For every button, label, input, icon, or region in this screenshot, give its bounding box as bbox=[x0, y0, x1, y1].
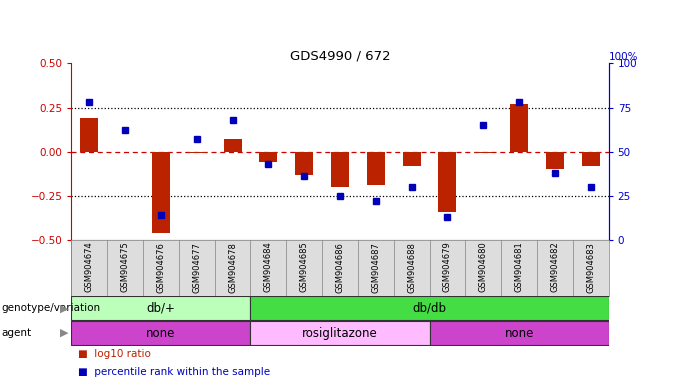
Text: 100%: 100% bbox=[609, 51, 638, 61]
Bar bbox=[224, 139, 241, 152]
Bar bbox=[250, 296, 609, 320]
Bar bbox=[331, 152, 349, 187]
Text: GSM904681: GSM904681 bbox=[515, 242, 524, 293]
Bar bbox=[152, 152, 170, 233]
Text: GSM904674: GSM904674 bbox=[85, 242, 94, 293]
Bar bbox=[188, 152, 205, 154]
Text: GSM904676: GSM904676 bbox=[156, 242, 165, 293]
Bar bbox=[475, 152, 492, 154]
Bar bbox=[546, 152, 564, 169]
Text: GSM904678: GSM904678 bbox=[228, 242, 237, 293]
Bar bbox=[71, 321, 250, 345]
Text: GSM904686: GSM904686 bbox=[335, 242, 345, 293]
Bar bbox=[71, 296, 250, 320]
Text: ▶: ▶ bbox=[60, 328, 68, 338]
Text: GSM904683: GSM904683 bbox=[586, 242, 595, 293]
Text: GSM904682: GSM904682 bbox=[550, 242, 560, 293]
Text: GSM904687: GSM904687 bbox=[371, 242, 380, 293]
Text: GSM904685: GSM904685 bbox=[300, 242, 309, 293]
Bar bbox=[403, 152, 420, 166]
Bar bbox=[439, 152, 456, 212]
Text: GSM904680: GSM904680 bbox=[479, 242, 488, 293]
Text: db/db: db/db bbox=[413, 302, 447, 314]
Text: none: none bbox=[146, 327, 175, 339]
Text: ▶: ▶ bbox=[60, 303, 68, 313]
Text: rosiglitazone: rosiglitazone bbox=[302, 327, 378, 339]
Bar bbox=[582, 152, 600, 166]
Bar bbox=[250, 321, 430, 345]
Text: none: none bbox=[505, 327, 534, 339]
Bar bbox=[295, 152, 313, 175]
Text: agent: agent bbox=[1, 328, 31, 338]
Text: GSM904688: GSM904688 bbox=[407, 242, 416, 293]
Title: GDS4990 / 672: GDS4990 / 672 bbox=[290, 49, 390, 62]
Bar bbox=[260, 152, 277, 162]
Text: ■  percentile rank within the sample: ■ percentile rank within the sample bbox=[78, 366, 271, 377]
Text: GSM904679: GSM904679 bbox=[443, 242, 452, 293]
Bar bbox=[430, 321, 609, 345]
Text: ■  log10 ratio: ■ log10 ratio bbox=[78, 349, 151, 359]
Text: GSM904675: GSM904675 bbox=[120, 242, 130, 293]
Bar bbox=[80, 118, 98, 152]
Text: GSM904677: GSM904677 bbox=[192, 242, 201, 293]
Text: GSM904684: GSM904684 bbox=[264, 242, 273, 293]
Bar bbox=[510, 104, 528, 152]
Bar bbox=[367, 152, 385, 185]
Text: genotype/variation: genotype/variation bbox=[1, 303, 101, 313]
Text: db/+: db/+ bbox=[146, 302, 175, 314]
